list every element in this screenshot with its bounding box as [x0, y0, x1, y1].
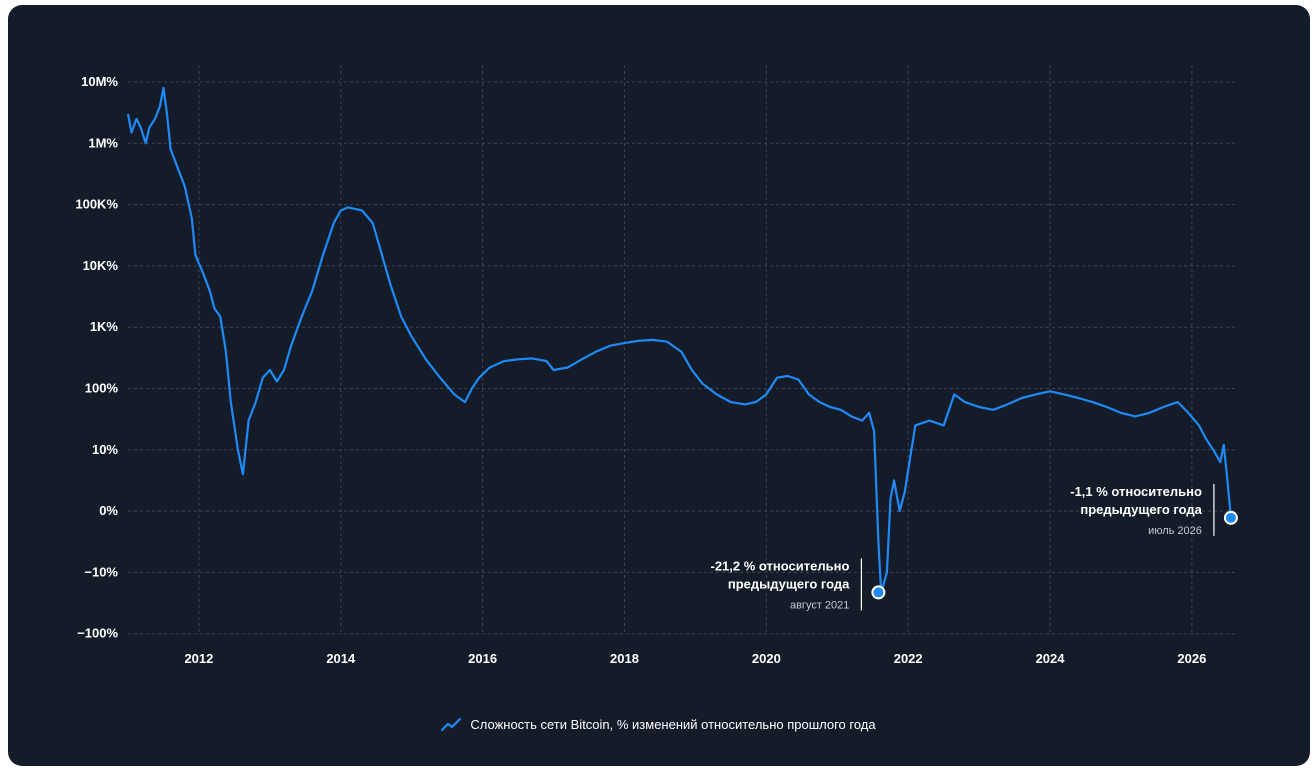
legend: Сложность сети Bitcoin, % изменений отно…	[0, 716, 1316, 735]
series-line	[126, 86, 1232, 594]
annotation-date: июль 2026	[1148, 525, 1202, 537]
x-tick-label: 2014	[326, 651, 356, 666]
annotation-date: август 2021	[790, 599, 849, 611]
annotation-1: -21,2 % относительно предыдущего года авгу…	[711, 558, 886, 611]
y-tick-label: −10%	[84, 564, 118, 579]
y-tick-label: 10M%	[81, 74, 118, 89]
x-tick-label: 2016	[468, 651, 497, 666]
y-tick-label: 100%	[85, 381, 119, 396]
x-tick-label: 2012	[184, 651, 213, 666]
y-tick-label: 100K%	[75, 197, 118, 212]
y-tick-label: −100%	[77, 626, 118, 641]
annotations: -21,2 % относительно предыдущего года авгу…	[711, 483, 1238, 611]
x-tick-label: 2022	[894, 651, 923, 666]
chart-panel	[8, 5, 1310, 766]
y-tick-label: 1M%	[88, 135, 118, 150]
line-chart-icon	[441, 717, 462, 732]
x-tick-label: 2020	[752, 651, 781, 666]
y-tick-label: 10%	[92, 442, 118, 457]
annotation-line1: -21,2 % относительно	[711, 558, 850, 573]
x-tick-label: 2024	[1036, 651, 1066, 666]
annotation-line2: предыдущего года	[728, 576, 850, 591]
annotation-line2: предыдущего года	[1080, 502, 1202, 517]
legend-label: Сложность сети Bitcoin, % изменений отно…	[470, 716, 876, 732]
x-axis-ticks: 2012 2014 2016 2018 2020 2022 2024 2026	[184, 651, 1206, 666]
annotation-2: -1,1 % относительно предыдущего года июль …	[1070, 483, 1238, 537]
y-axis-ticks: 10M% 1M% 100K% 10K% 1K% 100% 10% 0% −10% −100%	[75, 74, 118, 641]
y-tick-label: 1K%	[90, 319, 119, 334]
grid-lines	[128, 65, 1238, 635]
x-tick-label: 2026	[1177, 651, 1206, 666]
x-tick-label: 2018	[610, 651, 639, 666]
annotation-line1: -1,1 % относительно	[1070, 484, 1202, 499]
y-tick-label: 0%	[99, 503, 118, 518]
annotation-point	[1223, 510, 1238, 525]
y-tick-label: 10K%	[83, 258, 119, 273]
annotation-point	[871, 585, 886, 600]
